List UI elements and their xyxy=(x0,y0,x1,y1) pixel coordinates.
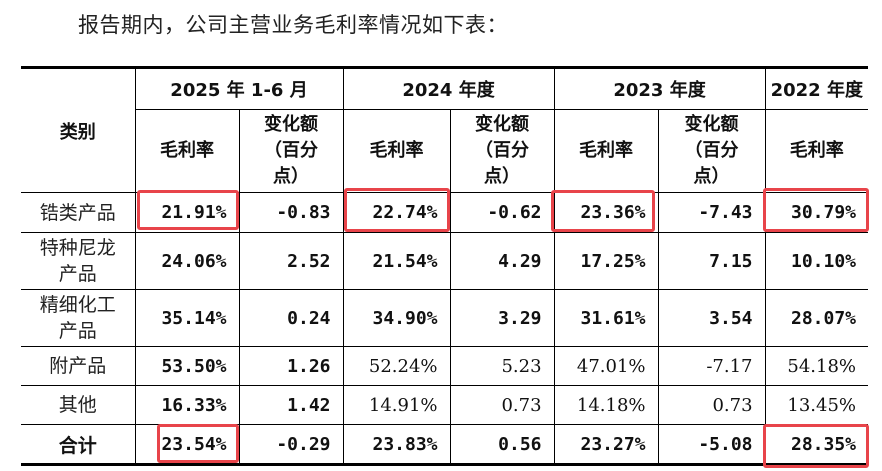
header-margin: 毛利率 xyxy=(135,109,240,193)
table-cell: 3.29 xyxy=(449,289,555,347)
table-cell: -7.43 xyxy=(657,192,766,233)
row-label: 精细化工 产品 xyxy=(21,289,136,347)
table-cell: 23.83% xyxy=(342,424,451,465)
table-cell: 31.61% xyxy=(553,289,659,347)
table-cell: -0.62 xyxy=(449,192,555,233)
table-cell: 28.35% xyxy=(764,424,869,465)
table-cell: 4.29 xyxy=(449,232,555,290)
table-cell: 23.36% xyxy=(553,192,659,233)
header-period-2023: 2023 年度 xyxy=(553,67,766,110)
table-cell: 53.50% xyxy=(134,346,240,386)
table-cell: -7.17 xyxy=(657,346,766,386)
table-cell: -0.29 xyxy=(238,424,344,465)
table-cell: 0.56 xyxy=(449,424,555,465)
row-label: 附产品 xyxy=(21,346,136,386)
row-label: 其他 xyxy=(21,385,136,425)
table-cell: 1.42 xyxy=(238,385,344,425)
table-cell: 21.91% xyxy=(134,192,240,233)
table-cell: 14.18% xyxy=(553,385,659,425)
table-cell: 30.79% xyxy=(764,192,869,233)
header-change: 变化额 （百分 点） xyxy=(657,109,766,193)
table-cell: 24.06% xyxy=(134,232,240,290)
table-row: 特种尼龙 产品 24.06% 2.52 21.54% 4.29 17.25% 7.… xyxy=(21,232,869,290)
gross-margin-table: 类别 2025 年 1-6 月 2024 年度 2023 年度 2022 年度 … xyxy=(21,66,869,466)
table-row: 其他 16.33% 1.42 14.91% 0.73 14.18% 0.73 1… xyxy=(21,385,869,425)
table-cell: 35.14% xyxy=(134,289,240,347)
header-period-2022: 2022 年度 xyxy=(764,67,869,110)
header-period-2025h1: 2025 年 1-6 月 xyxy=(134,67,344,110)
table-cell: -5.08 xyxy=(657,424,766,465)
table-cell: 2.52 xyxy=(238,232,344,290)
row-label: 特种尼龙 产品 xyxy=(21,232,136,290)
table-row: 精细化工 产品 35.14% 0.24 34.90% 3.29 31.61% 3.… xyxy=(21,289,869,347)
table-cell: 1.26 xyxy=(238,346,344,386)
table-cell: 54.18% xyxy=(764,346,869,386)
table-cell: 13.45% xyxy=(764,385,869,425)
table-row: 锆类产品 21.91% -0.83 22.74% -0.62 23.36% -7… xyxy=(21,192,869,233)
table-cell: 47.01% xyxy=(553,346,659,386)
table-cell: 28.07% xyxy=(764,289,869,347)
table-cell: 0.73 xyxy=(449,385,555,425)
header-margin: 毛利率 xyxy=(553,109,659,193)
table-cell: 7.15 xyxy=(657,232,766,290)
header-margin: 毛利率 xyxy=(342,109,451,193)
table-row: 附产品 53.50% 1.26 52.24% 5.23 47.01% -7.17… xyxy=(21,346,869,386)
table-cell: 14.91% xyxy=(342,385,451,425)
header-change: 变化额 （百分 点） xyxy=(449,109,555,193)
table-cell: 3.54 xyxy=(657,289,766,347)
row-label: 锆类产品 xyxy=(21,192,136,233)
table-cell: 17.25% xyxy=(553,232,659,290)
header-category: 类别 xyxy=(21,67,136,193)
table-cell: 21.54% xyxy=(342,232,451,290)
table-cell: 10.10% xyxy=(764,232,869,290)
table-cell: -0.83 xyxy=(238,192,344,233)
table-cell: 0.24 xyxy=(238,289,344,347)
table-cell: 52.24% xyxy=(342,346,451,386)
table-cell: 5.23 xyxy=(449,346,555,386)
table-row-total: 合计 23.54% -0.29 23.83% 0.56 23.27% -5.08… xyxy=(21,424,869,465)
table-cell: 23.27% xyxy=(553,424,659,465)
row-label-total: 合计 xyxy=(21,424,136,465)
header-margin: 毛利率 xyxy=(764,109,869,193)
header-period-2024: 2024 年度 xyxy=(342,67,555,110)
table-cell: 0.73 xyxy=(657,385,766,425)
header-change: 变化额 （百分 点） xyxy=(238,109,344,193)
table-cell: 23.54% xyxy=(134,424,240,465)
table-cell: 16.33% xyxy=(134,385,240,425)
table-cell: 22.74% xyxy=(342,192,451,233)
table-cell: 34.90% xyxy=(342,289,451,347)
intro-text: 报告期内，公司主营业务毛利率情况如下表： xyxy=(78,13,508,37)
